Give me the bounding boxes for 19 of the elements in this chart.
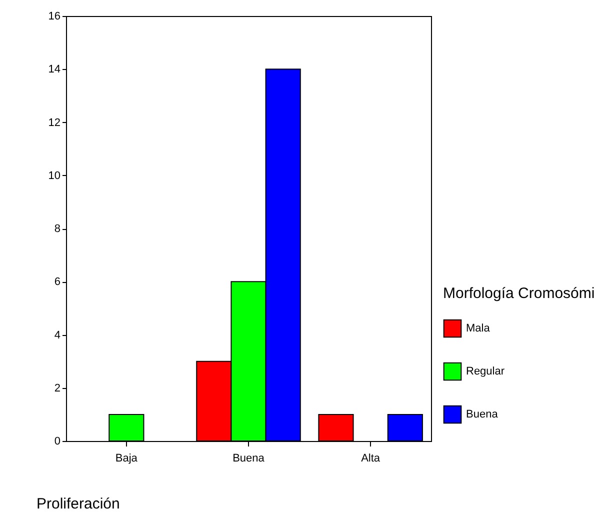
y-tick-label: 2 [54,382,60,394]
legend-title: Morfología Cromosómi [443,285,595,302]
y-tick-label: 0 [54,436,60,448]
y-tick-label: 10 [48,170,60,182]
legend-label: Mala [466,322,491,334]
bar [318,414,354,442]
x-axis-title: Proliferación [36,496,120,512]
legend-label: Regular [466,366,505,378]
y-tick-label: 4 [54,329,60,342]
y-tick-label: 8 [54,223,60,235]
y-tick-label: 6 [54,276,60,288]
x-tick-label: Baja [115,452,138,464]
legend-label: Buena [466,408,499,420]
y-tick-label: 12 [48,116,60,129]
y-tick-label: 16 [48,10,60,22]
bar [387,414,423,442]
y-tick-label: 14 [48,64,60,76]
x-tick-label: Buena [232,452,266,464]
x-tick-label: Alta [361,452,381,464]
